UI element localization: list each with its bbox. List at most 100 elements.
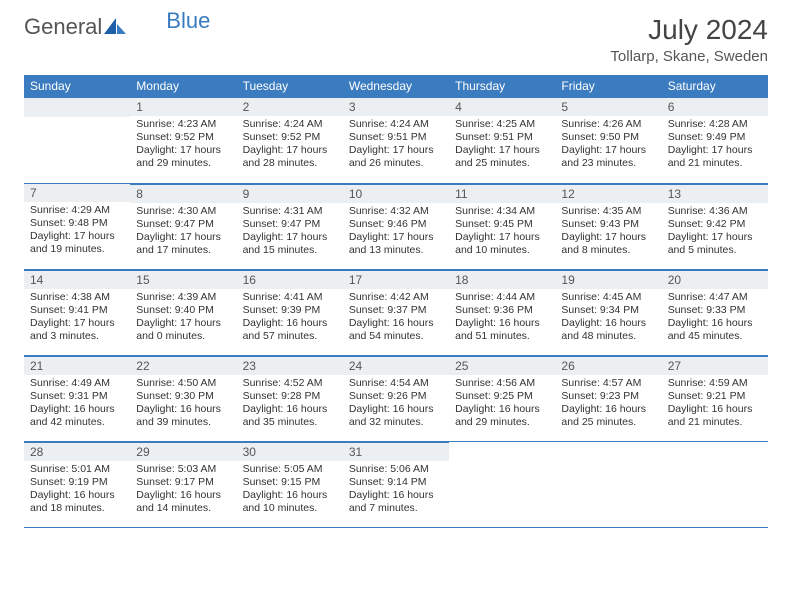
day-number: 3 bbox=[343, 97, 449, 116]
calendar-week-row: 21Sunrise: 4:49 AMSunset: 9:31 PMDayligh… bbox=[24, 355, 768, 441]
day-number: 6 bbox=[662, 97, 768, 116]
day-number: 20 bbox=[662, 270, 768, 289]
calendar-day-cell: 14Sunrise: 4:38 AMSunset: 9:41 PMDayligh… bbox=[24, 269, 130, 355]
day-details: Sunrise: 5:01 AMSunset: 9:19 PMDaylight:… bbox=[24, 461, 130, 520]
day-details: Sunrise: 4:56 AMSunset: 9:25 PMDaylight:… bbox=[449, 375, 555, 434]
title-block: July 2024 Tollarp, Skane, Sweden bbox=[610, 14, 768, 65]
calendar-week-row: 28Sunrise: 5:01 AMSunset: 9:19 PMDayligh… bbox=[24, 441, 768, 527]
day-number: 21 bbox=[24, 356, 130, 375]
day-details: Sunrise: 4:28 AMSunset: 9:49 PMDaylight:… bbox=[662, 116, 768, 175]
day-details: Sunrise: 4:29 AMSunset: 9:48 PMDaylight:… bbox=[24, 202, 130, 261]
calendar-day-cell: 10Sunrise: 4:32 AMSunset: 9:46 PMDayligh… bbox=[343, 183, 449, 269]
day-details: Sunrise: 5:06 AMSunset: 9:14 PMDaylight:… bbox=[343, 461, 449, 520]
logo-text-general: General bbox=[24, 14, 102, 40]
day-number: 26 bbox=[555, 356, 661, 375]
calendar-day-cell: 28Sunrise: 5:01 AMSunset: 9:19 PMDayligh… bbox=[24, 441, 130, 527]
calendar-day-cell bbox=[24, 97, 130, 183]
day-number: 19 bbox=[555, 270, 661, 289]
day-number: 4 bbox=[449, 97, 555, 116]
calendar-day-cell: 13Sunrise: 4:36 AMSunset: 9:42 PMDayligh… bbox=[662, 183, 768, 269]
day-details: Sunrise: 4:54 AMSunset: 9:26 PMDaylight:… bbox=[343, 375, 449, 434]
logo: General Blue bbox=[24, 14, 210, 40]
logo-sail-icon bbox=[104, 18, 126, 36]
day-number: 8 bbox=[130, 184, 236, 203]
day-details: Sunrise: 4:39 AMSunset: 9:40 PMDaylight:… bbox=[130, 289, 236, 348]
day-details: Sunrise: 4:23 AMSunset: 9:52 PMDaylight:… bbox=[130, 116, 236, 175]
day-number: 14 bbox=[24, 270, 130, 289]
day-number: 13 bbox=[662, 184, 768, 203]
calendar-day-cell: 18Sunrise: 4:44 AMSunset: 9:36 PMDayligh… bbox=[449, 269, 555, 355]
calendar-body: 1Sunrise: 4:23 AMSunset: 9:52 PMDaylight… bbox=[24, 97, 768, 527]
calendar-header-row: SundayMondayTuesdayWednesdayThursdayFrid… bbox=[24, 75, 768, 97]
weekday-header: Thursday bbox=[449, 75, 555, 97]
day-number: 9 bbox=[237, 184, 343, 203]
day-details: Sunrise: 4:42 AMSunset: 9:37 PMDaylight:… bbox=[343, 289, 449, 348]
day-number: 24 bbox=[343, 356, 449, 375]
day-number: 7 bbox=[24, 183, 130, 202]
day-number: 29 bbox=[130, 442, 236, 461]
day-details: Sunrise: 4:24 AMSunset: 9:51 PMDaylight:… bbox=[343, 116, 449, 175]
calendar-week-row: 7Sunrise: 4:29 AMSunset: 9:48 PMDaylight… bbox=[24, 183, 768, 269]
day-details: Sunrise: 4:41 AMSunset: 9:39 PMDaylight:… bbox=[237, 289, 343, 348]
day-number: 2 bbox=[237, 97, 343, 116]
day-details: Sunrise: 4:52 AMSunset: 9:28 PMDaylight:… bbox=[237, 375, 343, 434]
day-details: Sunrise: 5:03 AMSunset: 9:17 PMDaylight:… bbox=[130, 461, 236, 520]
calendar-day-cell: 21Sunrise: 4:49 AMSunset: 9:31 PMDayligh… bbox=[24, 355, 130, 441]
logo-text-blue: Blue bbox=[166, 8, 210, 34]
calendar-day-cell: 7Sunrise: 4:29 AMSunset: 9:48 PMDaylight… bbox=[24, 183, 130, 269]
calendar-day-cell: 11Sunrise: 4:34 AMSunset: 9:45 PMDayligh… bbox=[449, 183, 555, 269]
calendar-day-cell: 15Sunrise: 4:39 AMSunset: 9:40 PMDayligh… bbox=[130, 269, 236, 355]
calendar-day-cell: 5Sunrise: 4:26 AMSunset: 9:50 PMDaylight… bbox=[555, 97, 661, 183]
weekday-header: Friday bbox=[555, 75, 661, 97]
day-number: 25 bbox=[449, 356, 555, 375]
day-number: 28 bbox=[24, 442, 130, 461]
calendar-week-row: 1Sunrise: 4:23 AMSunset: 9:52 PMDaylight… bbox=[24, 97, 768, 183]
day-details: Sunrise: 4:50 AMSunset: 9:30 PMDaylight:… bbox=[130, 375, 236, 434]
calendar-day-cell: 25Sunrise: 4:56 AMSunset: 9:25 PMDayligh… bbox=[449, 355, 555, 441]
calendar-day-cell bbox=[662, 441, 768, 527]
calendar-table: SundayMondayTuesdayWednesdayThursdayFrid… bbox=[24, 75, 768, 528]
calendar-day-cell: 30Sunrise: 5:05 AMSunset: 9:15 PMDayligh… bbox=[237, 441, 343, 527]
day-details: Sunrise: 4:24 AMSunset: 9:52 PMDaylight:… bbox=[237, 116, 343, 175]
calendar-day-cell: 3Sunrise: 4:24 AMSunset: 9:51 PMDaylight… bbox=[343, 97, 449, 183]
calendar-day-cell: 31Sunrise: 5:06 AMSunset: 9:14 PMDayligh… bbox=[343, 441, 449, 527]
location-text: Tollarp, Skane, Sweden bbox=[610, 48, 768, 65]
day-number: 5 bbox=[555, 97, 661, 116]
weekday-header: Tuesday bbox=[237, 75, 343, 97]
weekday-header: Saturday bbox=[662, 75, 768, 97]
day-details: Sunrise: 4:35 AMSunset: 9:43 PMDaylight:… bbox=[555, 203, 661, 262]
calendar-day-cell bbox=[555, 441, 661, 527]
day-number: 31 bbox=[343, 442, 449, 461]
page-title: July 2024 bbox=[610, 14, 768, 46]
day-details: Sunrise: 4:47 AMSunset: 9:33 PMDaylight:… bbox=[662, 289, 768, 348]
calendar-day-cell: 4Sunrise: 4:25 AMSunset: 9:51 PMDaylight… bbox=[449, 97, 555, 183]
calendar-day-cell: 8Sunrise: 4:30 AMSunset: 9:47 PMDaylight… bbox=[130, 183, 236, 269]
day-details: Sunrise: 4:26 AMSunset: 9:50 PMDaylight:… bbox=[555, 116, 661, 175]
day-details: Sunrise: 4:38 AMSunset: 9:41 PMDaylight:… bbox=[24, 289, 130, 348]
weekday-header: Sunday bbox=[24, 75, 130, 97]
day-details: Sunrise: 4:32 AMSunset: 9:46 PMDaylight:… bbox=[343, 203, 449, 262]
weekday-header: Wednesday bbox=[343, 75, 449, 97]
day-details: Sunrise: 4:34 AMSunset: 9:45 PMDaylight:… bbox=[449, 203, 555, 262]
day-details: Sunrise: 4:59 AMSunset: 9:21 PMDaylight:… bbox=[662, 375, 768, 434]
day-details: Sunrise: 4:57 AMSunset: 9:23 PMDaylight:… bbox=[555, 375, 661, 434]
day-number: 30 bbox=[237, 442, 343, 461]
day-details: Sunrise: 4:36 AMSunset: 9:42 PMDaylight:… bbox=[662, 203, 768, 262]
calendar-day-cell bbox=[449, 441, 555, 527]
day-number: 23 bbox=[237, 356, 343, 375]
day-number: 22 bbox=[130, 356, 236, 375]
day-number: 17 bbox=[343, 270, 449, 289]
calendar-day-cell: 29Sunrise: 5:03 AMSunset: 9:17 PMDayligh… bbox=[130, 441, 236, 527]
day-details: Sunrise: 4:44 AMSunset: 9:36 PMDaylight:… bbox=[449, 289, 555, 348]
day-number: 1 bbox=[130, 97, 236, 116]
weekday-header: Monday bbox=[130, 75, 236, 97]
calendar-day-cell: 23Sunrise: 4:52 AMSunset: 9:28 PMDayligh… bbox=[237, 355, 343, 441]
day-number: 12 bbox=[555, 184, 661, 203]
calendar-day-cell: 17Sunrise: 4:42 AMSunset: 9:37 PMDayligh… bbox=[343, 269, 449, 355]
calendar-day-cell: 9Sunrise: 4:31 AMSunset: 9:47 PMDaylight… bbox=[237, 183, 343, 269]
day-details: Sunrise: 4:49 AMSunset: 9:31 PMDaylight:… bbox=[24, 375, 130, 434]
calendar-day-cell: 27Sunrise: 4:59 AMSunset: 9:21 PMDayligh… bbox=[662, 355, 768, 441]
calendar-day-cell: 24Sunrise: 4:54 AMSunset: 9:26 PMDayligh… bbox=[343, 355, 449, 441]
calendar-day-cell: 12Sunrise: 4:35 AMSunset: 9:43 PMDayligh… bbox=[555, 183, 661, 269]
calendar-day-cell: 22Sunrise: 4:50 AMSunset: 9:30 PMDayligh… bbox=[130, 355, 236, 441]
